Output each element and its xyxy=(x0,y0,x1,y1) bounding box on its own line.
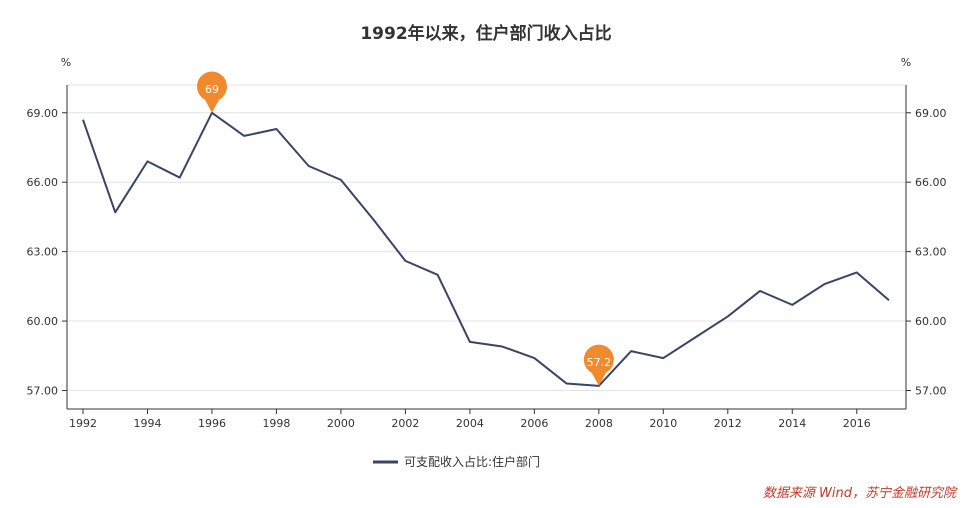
left-axis-unit: % xyxy=(61,56,71,69)
legend-label: 可支配收入占比:住户部门 xyxy=(404,454,540,469)
y-tick-label-right: 66.00 xyxy=(915,176,947,189)
x-tick-label: 1994 xyxy=(133,417,161,430)
x-tick-label: 2000 xyxy=(327,417,355,430)
x-tick-label: 1992 xyxy=(69,417,97,430)
y-tick-label-right: 63.00 xyxy=(915,246,947,259)
axes xyxy=(66,85,907,410)
annotation-pin xyxy=(196,71,227,113)
x-tick-label: 2004 xyxy=(456,417,484,430)
x-tick-label: 2006 xyxy=(520,417,548,430)
x-tick-label: 2002 xyxy=(391,417,419,430)
right-axis-unit: % xyxy=(901,56,911,69)
y-tick-label-left: 69.00 xyxy=(27,107,59,120)
y-tick-label-left: 63.00 xyxy=(27,246,59,259)
series-group xyxy=(82,111,890,387)
y-tick-label-right: 60.00 xyxy=(915,315,947,328)
y-tick-label-right: 69.00 xyxy=(915,107,947,120)
x-axis: 1992 1994 1996 1998 2000 2002 2004 2006 2008 2010… xyxy=(69,409,871,430)
annotation-pin xyxy=(583,344,614,386)
annotation-markers: 69 57.2 xyxy=(196,71,614,386)
legend[interactable]: 可支配收入占比:住户部门 xyxy=(373,454,540,469)
y-tick-label-left: 57.00 xyxy=(27,384,59,397)
y-tick-label-left: 60.00 xyxy=(27,315,59,328)
x-tick-label: 1996 xyxy=(198,417,226,430)
source-note: 数据来源 Wind，苏宁金融研究院 xyxy=(762,486,956,501)
x-tick-label: 2008 xyxy=(585,417,613,430)
annotation-label: 57.2 xyxy=(587,356,612,369)
x-tick-label: 2014 xyxy=(778,417,806,430)
y-tick-label-right: 57.00 xyxy=(915,384,947,397)
x-tick-label: 2010 xyxy=(649,417,677,430)
x-tick-label: 2012 xyxy=(714,417,742,430)
x-tick-label: 2016 xyxy=(843,417,871,430)
y-axis-left: 57.00 60.00 63.00 66.00 69.00 xyxy=(27,107,67,397)
chart-title: 1992年以来，住户部门收入占比 xyxy=(360,23,611,44)
annotation-label: 69 xyxy=(205,83,219,96)
y-axis-right: 57.00 60.00 63.00 66.00 69.00 xyxy=(906,107,947,397)
x-tick-label: 1998 xyxy=(262,417,290,430)
y-tick-label-left: 66.00 xyxy=(27,176,59,189)
series-line xyxy=(82,111,890,387)
